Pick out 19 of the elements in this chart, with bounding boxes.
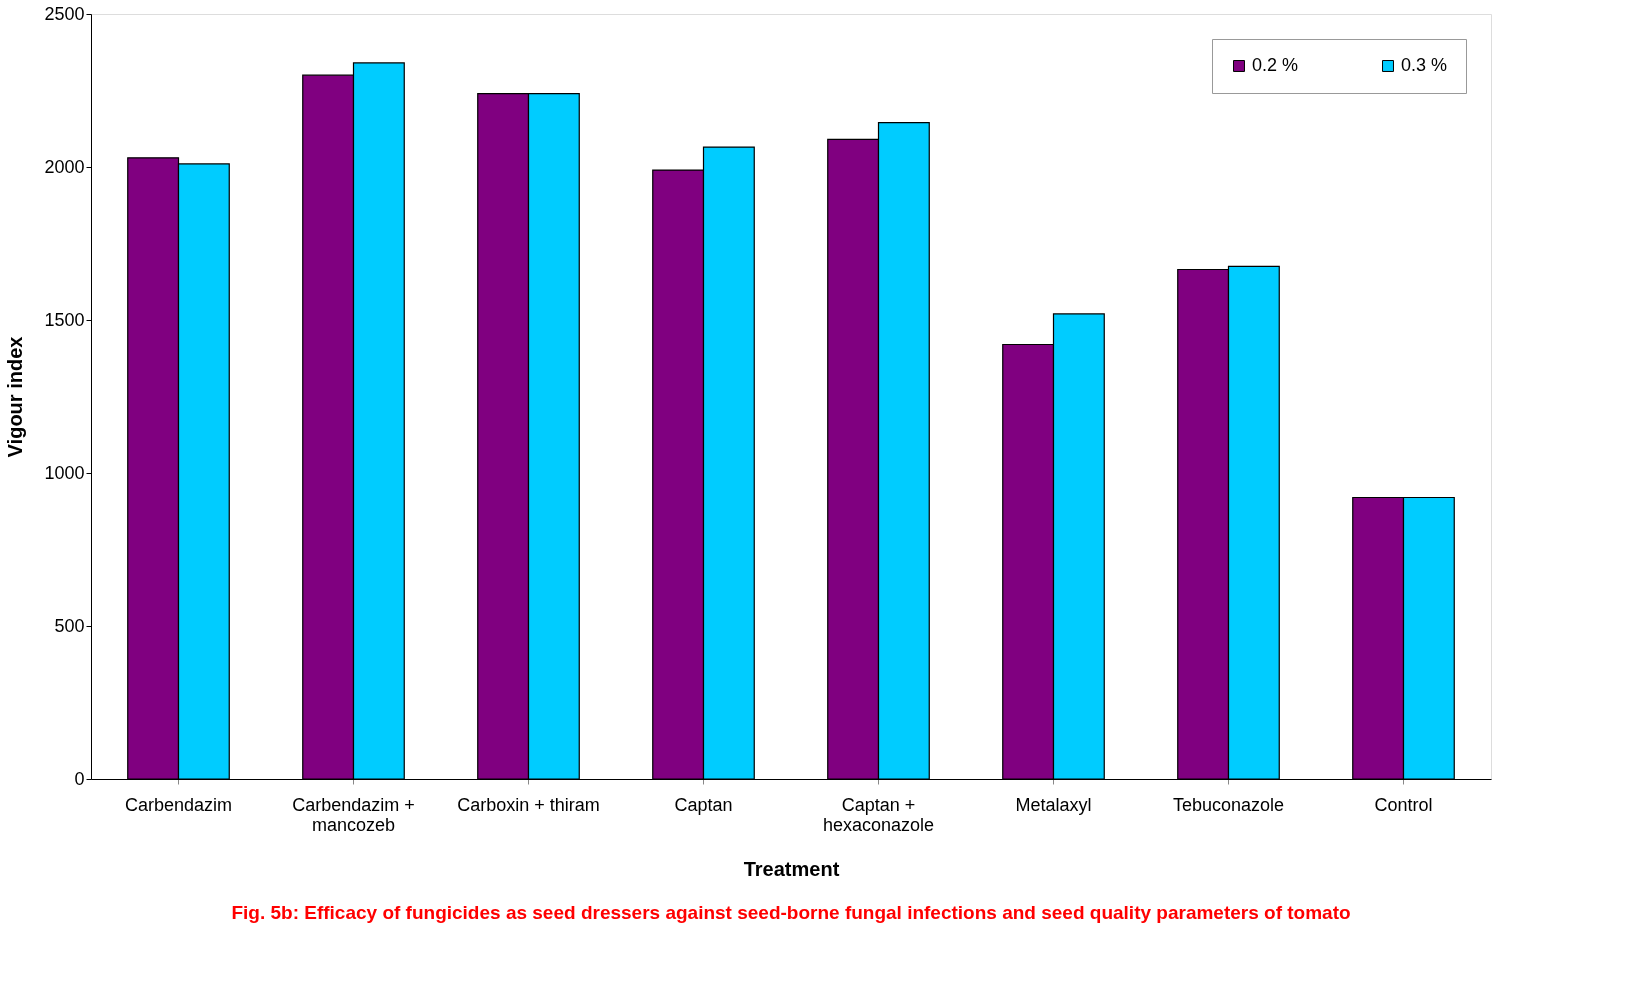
x-tick-label: Tebuconazole (1172, 794, 1285, 815)
y-tick-label: 0 (74, 768, 85, 789)
legend-label: 0.2 % (1252, 55, 1299, 75)
x-tick-label: Captan + hexaconazole (822, 794, 935, 835)
x-tick-label: Captan (674, 794, 733, 815)
x-tick-label: Carboxin + thiram (457, 794, 600, 815)
x-tick-label: Carbendazim (124, 794, 233, 815)
x-tick-label: Metalaxyl (1015, 794, 1092, 815)
y-tick-label: 2000 (44, 156, 85, 177)
x-tick-label: Carbendazim + mancozeb (292, 794, 415, 835)
caption: Fig. 5b: Efficacy of fungicides as seed dressers against seed-borne fungal infections and seed quality parameters of tomato (231, 902, 1351, 923)
y-tick-label: 2500 (44, 3, 85, 24)
legend-label: 0.3 % (1401, 55, 1448, 75)
y-tick-label: 500 (54, 615, 85, 636)
y-axis-title: Vigour index (4, 336, 27, 458)
x-axis-title: Treatment (743, 857, 840, 880)
y-tick-label: 1000 (44, 462, 85, 483)
y-tick-label: 1500 (44, 309, 85, 330)
x-tick-label: Control (1374, 794, 1433, 815)
